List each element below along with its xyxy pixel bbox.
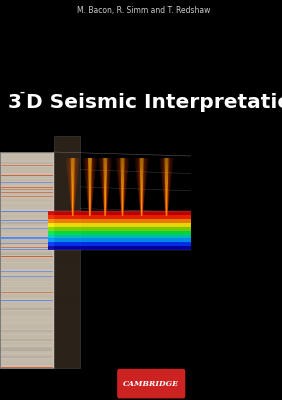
Polygon shape — [48, 219, 191, 223]
Polygon shape — [48, 246, 191, 250]
Polygon shape — [48, 223, 191, 227]
Text: 3: 3 — [8, 92, 22, 112]
Bar — [0, 152, 54, 368]
Polygon shape — [48, 231, 191, 234]
FancyBboxPatch shape — [117, 369, 185, 398]
Text: –: – — [19, 88, 25, 98]
Text: M. Bacon, R. Simm and T. Redshaw: M. Bacon, R. Simm and T. Redshaw — [77, 6, 210, 15]
Polygon shape — [48, 238, 191, 242]
Polygon shape — [48, 211, 191, 215]
Polygon shape — [48, 234, 191, 238]
Text: D Seismic Interpretation: D Seismic Interpretation — [26, 92, 282, 112]
Bar — [54, 136, 80, 368]
Polygon shape — [48, 215, 191, 219]
Polygon shape — [48, 227, 191, 231]
Text: CAMBRIDGE: CAMBRIDGE — [123, 380, 179, 388]
Polygon shape — [48, 242, 191, 246]
